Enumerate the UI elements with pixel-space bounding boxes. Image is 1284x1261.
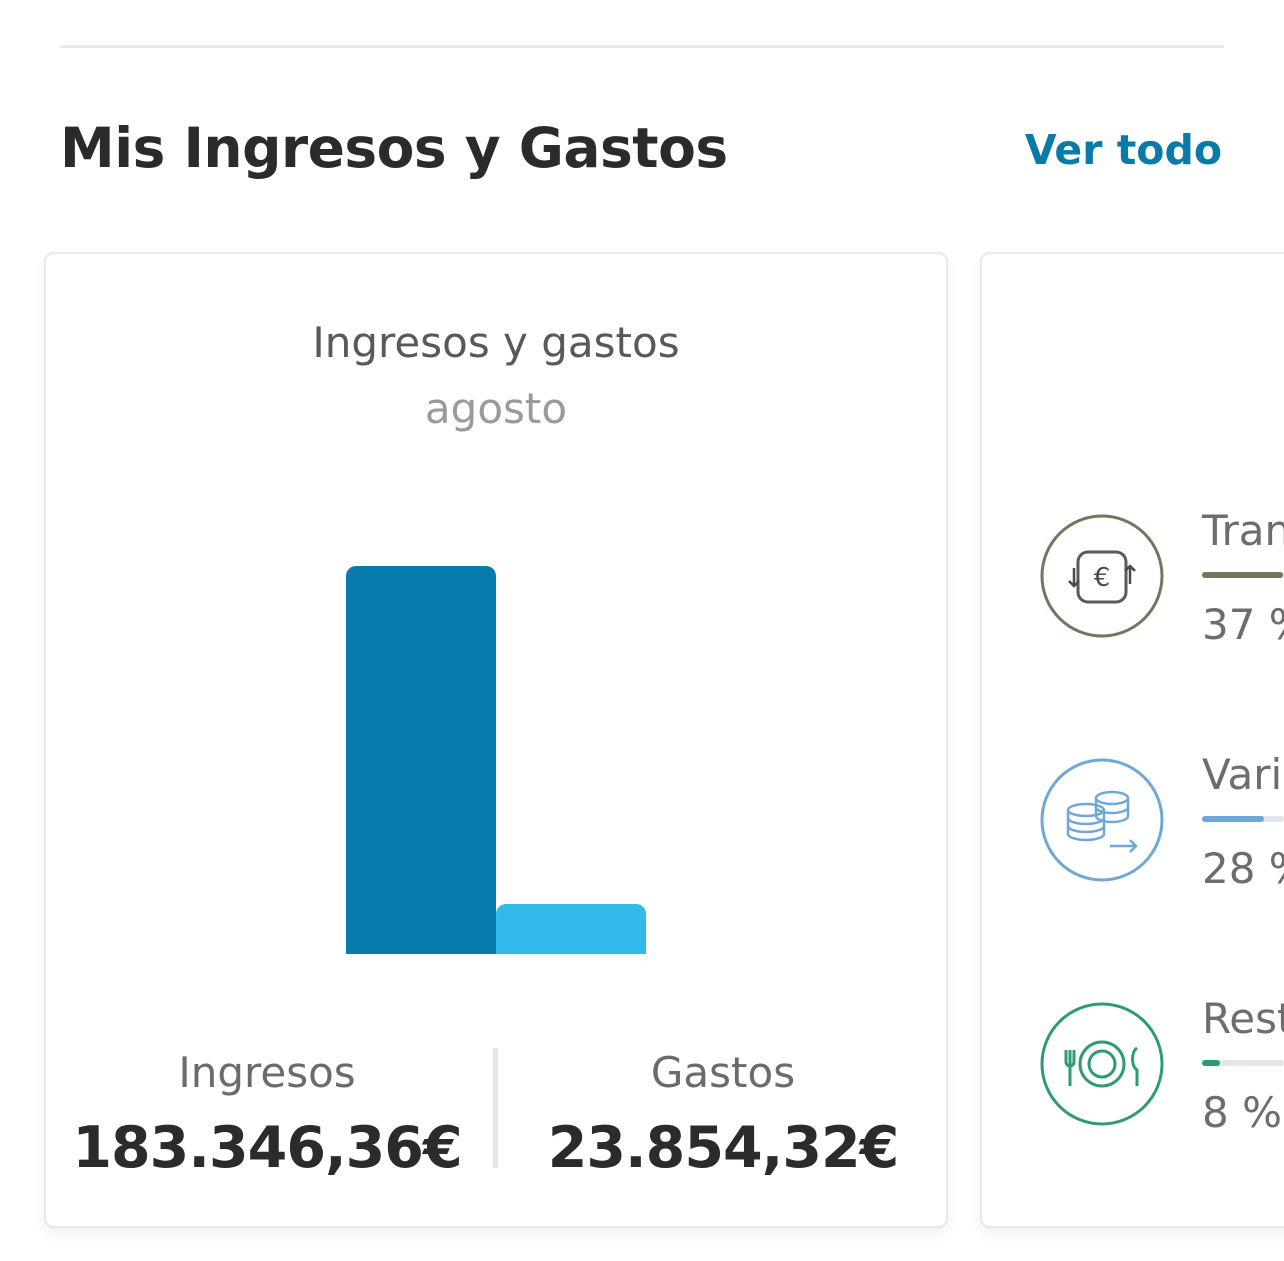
euro-transfer-icon: € xyxy=(1040,514,1164,638)
category-progress-transfers xyxy=(1202,572,1284,578)
category-percent-various: 28 % xyxy=(1202,844,1284,893)
chart-title: Ingresos y gastos xyxy=(312,318,680,367)
income-label: Ingresos xyxy=(178,1048,356,1097)
divider xyxy=(60,45,1224,48)
category-name-transfers: Tran xyxy=(1202,506,1284,555)
expense-value: 23.854,32€ xyxy=(547,1115,900,1181)
summary-divider xyxy=(493,1048,498,1168)
category-progress-restaurants xyxy=(1202,1060,1284,1066)
category-percent-restaurants: 8 % xyxy=(1202,1088,1282,1137)
bar-gastos xyxy=(496,904,646,954)
bar-ingresos xyxy=(346,566,496,954)
category-progress-various xyxy=(1202,816,1284,822)
category-progress-fill xyxy=(1202,1060,1220,1066)
category-progress-fill xyxy=(1202,816,1264,822)
category-name-various: Vari xyxy=(1202,750,1283,799)
see-all-link[interactable]: Ver todo xyxy=(1024,126,1222,174)
income-value: 183.346,36€ xyxy=(72,1115,462,1181)
chart-subtitle: agosto xyxy=(424,384,568,433)
plate-cutlery-icon xyxy=(1040,1002,1164,1126)
category-percent-transfers: 37 % xyxy=(1202,600,1284,649)
expense-label: Gastos xyxy=(650,1048,796,1097)
category-progress-fill xyxy=(1202,572,1283,578)
category-name-restaurants: Rest xyxy=(1202,994,1284,1043)
svg-text:€: € xyxy=(1094,563,1111,593)
section-title: Mis Ingresos y Gastos xyxy=(60,116,728,180)
coins-icon xyxy=(1040,758,1164,882)
